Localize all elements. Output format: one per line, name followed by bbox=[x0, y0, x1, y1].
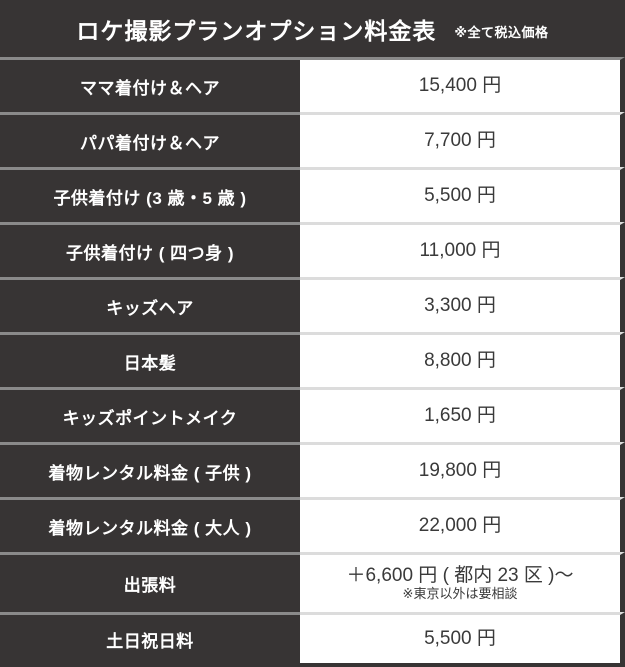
item-label-cell: 子供着付け (3 歳・5 歳 ) bbox=[0, 167, 300, 222]
item-price: 22,000 円 bbox=[418, 515, 502, 537]
table-row: 出張料 ＋6,600 円 ( 都内 23 区 )〜 ※東京以外は要相談 bbox=[0, 552, 625, 612]
table-title: ロケ撮影プランオプション料金表 bbox=[76, 17, 437, 44]
item-price: 11,000 円 bbox=[419, 240, 501, 262]
item-label: 日本髪 bbox=[123, 353, 177, 373]
table-row: 着物レンタル料金 ( 子供 ) 19,800 円 bbox=[0, 442, 625, 497]
table-row: 子供着付け (3 歳・5 歳 ) 5,500 円 bbox=[0, 167, 625, 222]
item-price-cell: 7,700 円 bbox=[300, 112, 625, 167]
table-row: 着物レンタル料金 ( 大人 ) 22,000 円 bbox=[0, 497, 625, 552]
item-price: 3,300 円 bbox=[424, 295, 496, 317]
item-label: 着物レンタル料金 ( 大人 ) bbox=[48, 518, 252, 538]
item-price-note: ※東京以外は要相談 bbox=[402, 586, 518, 602]
item-price: 8,800 円 bbox=[424, 350, 496, 372]
item-price: 19,800 円 bbox=[418, 460, 502, 482]
table-row: 土日祝日料 5,500 円 bbox=[0, 612, 625, 667]
item-label-cell: キッズポイントメイク bbox=[0, 387, 300, 442]
item-label-cell: 出張料 bbox=[0, 552, 300, 612]
table-row: パパ着付け＆ヘア 7,700 円 bbox=[0, 112, 625, 167]
item-label: 子供着付け ( 四つ身 ) bbox=[66, 243, 234, 263]
tax-included-note: ※全て税込価格 bbox=[454, 25, 549, 40]
item-label-cell: ママ着付け＆ヘア bbox=[0, 57, 300, 112]
table-row: ママ着付け＆ヘア 15,400 円 bbox=[0, 57, 625, 112]
item-label-cell: キッズヘア bbox=[0, 277, 300, 332]
item-price-cell: 11,000 円 bbox=[300, 222, 625, 277]
item-label-cell: 土日祝日料 bbox=[0, 612, 300, 667]
item-price-cell: 15,400 円 bbox=[300, 57, 625, 112]
item-price-cell: 22,000 円 bbox=[300, 497, 625, 552]
table-row: 日本髪 8,800 円 bbox=[0, 332, 625, 387]
item-price-cell: 8,800 円 bbox=[300, 332, 625, 387]
item-price-cell: 19,800 円 bbox=[300, 442, 625, 497]
item-price: ＋6,600 円 ( 都内 23 区 )〜 bbox=[346, 564, 574, 586]
item-label-cell: 子供着付け ( 四つ身 ) bbox=[0, 222, 300, 277]
item-price-cell: 5,500 円 bbox=[300, 612, 625, 667]
item-label-cell: 着物レンタル料金 ( 子供 ) bbox=[0, 442, 300, 497]
item-price: 15,400 円 bbox=[418, 75, 502, 97]
item-label: キッズヘア bbox=[106, 298, 194, 318]
item-label: ママ着付け＆ヘア bbox=[80, 78, 220, 98]
table-row: キッズポイントメイク 1,650 円 bbox=[0, 387, 625, 442]
item-price: 1,650 円 bbox=[424, 405, 496, 427]
item-price: 5,500 円 bbox=[424, 628, 496, 650]
item-label: 着物レンタル料金 ( 子供 ) bbox=[48, 463, 252, 483]
item-label: キッズポイントメイク bbox=[62, 408, 238, 428]
item-label: 土日祝日料 bbox=[106, 631, 194, 651]
table-body: ママ着付け＆ヘア 15,400 円 パパ着付け＆ヘア 7,700 円 子供着付け… bbox=[0, 57, 625, 667]
item-label-cell: 着物レンタル料金 ( 大人 ) bbox=[0, 497, 300, 552]
item-label-cell: パパ着付け＆ヘア bbox=[0, 112, 300, 167]
item-label-cell: 日本髪 bbox=[0, 332, 300, 387]
table-header: ロケ撮影プランオプション料金表 ※全て税込価格 bbox=[0, 0, 625, 57]
item-label: 出張料 bbox=[123, 576, 177, 595]
item-price-cell: ＋6,600 円 ( 都内 23 区 )〜 ※東京以外は要相談 bbox=[300, 552, 625, 612]
item-price-cell: 1,650 円 bbox=[300, 387, 625, 442]
table-row: キッズヘア 3,300 円 bbox=[0, 277, 625, 332]
item-price: 5,500 円 bbox=[424, 185, 496, 207]
item-price: 7,700 円 bbox=[424, 130, 496, 152]
item-price-cell: 5,500 円 bbox=[300, 167, 625, 222]
item-label: 子供着付け (3 歳・5 歳 ) bbox=[53, 188, 247, 208]
item-price-cell: 3,300 円 bbox=[300, 277, 625, 332]
item-label: パパ着付け＆ヘア bbox=[80, 133, 220, 153]
table-row: 子供着付け ( 四つ身 ) 11,000 円 bbox=[0, 222, 625, 277]
